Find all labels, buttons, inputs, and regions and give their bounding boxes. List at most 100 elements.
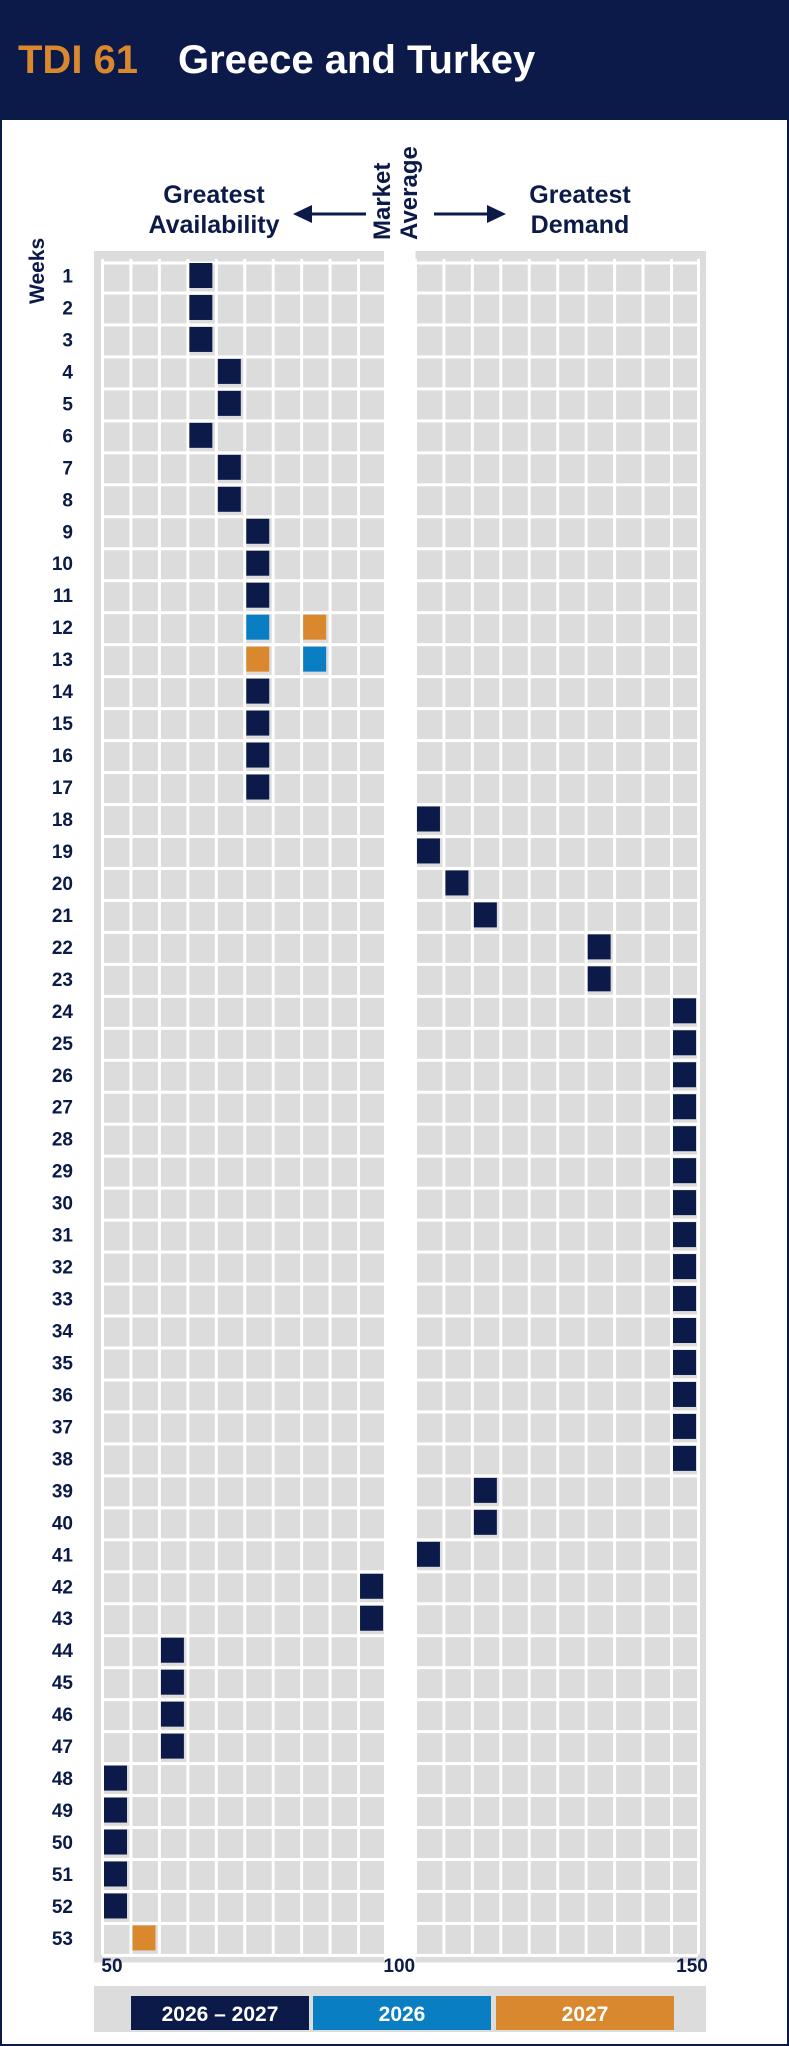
legend-label: 2026 – 2027 bbox=[162, 2003, 279, 2026]
grid-line-v bbox=[697, 259, 700, 1955]
week-label: 43 bbox=[52, 1609, 73, 1630]
legend-swatch bbox=[313, 1996, 491, 2030]
grid-line-h bbox=[102, 643, 698, 647]
grid-line-h bbox=[102, 1410, 698, 1414]
week-label: 52 bbox=[52, 1897, 73, 1918]
week-label: 22 bbox=[52, 938, 73, 959]
week-label: 32 bbox=[52, 1258, 73, 1279]
grid-line-v bbox=[328, 259, 332, 1955]
data-cell bbox=[246, 550, 270, 576]
data-cell bbox=[473, 902, 497, 928]
grid-line-h bbox=[102, 930, 698, 934]
grid-line-h bbox=[102, 1794, 698, 1798]
grid-line-v bbox=[357, 259, 361, 1955]
grid-line-h bbox=[102, 1058, 698, 1062]
week-label: 31 bbox=[52, 1226, 74, 1247]
data-cell bbox=[673, 1318, 696, 1344]
data-cell bbox=[246, 518, 270, 544]
week-label: 20 bbox=[52, 874, 73, 895]
grid-line-h bbox=[102, 994, 698, 998]
data-cell bbox=[445, 870, 469, 896]
week-label: 50 bbox=[52, 1833, 73, 1854]
week-label: 24 bbox=[52, 1002, 74, 1023]
week-label: 34 bbox=[52, 1322, 74, 1343]
week-label: 25 bbox=[52, 1034, 74, 1055]
week-label: 40 bbox=[52, 1513, 73, 1534]
week-label: 10 bbox=[52, 554, 73, 575]
grid-line-v bbox=[243, 259, 247, 1955]
data-cell bbox=[416, 806, 440, 832]
grid-line-h bbox=[102, 803, 698, 807]
center-label-line1: Market bbox=[369, 163, 396, 240]
data-cell bbox=[160, 1637, 184, 1663]
legend-label: 2026 bbox=[379, 2003, 426, 2026]
data-cell bbox=[673, 1381, 696, 1407]
week-label: 26 bbox=[52, 1066, 73, 1087]
grid-line-h bbox=[102, 1122, 698, 1126]
chart-frame bbox=[0, 120, 789, 2046]
week-label: 19 bbox=[52, 842, 73, 863]
y-axis-title: Weeks bbox=[26, 238, 49, 304]
grid-line-h bbox=[102, 962, 698, 966]
grid-line-v bbox=[101, 259, 104, 1955]
grid-line-h bbox=[102, 291, 698, 295]
week-label: 37 bbox=[52, 1417, 73, 1438]
market-average-column bbox=[384, 251, 416, 1963]
week-label: 2 bbox=[62, 298, 73, 319]
data-cell bbox=[673, 1030, 696, 1056]
week-label: 53 bbox=[52, 1929, 73, 1950]
grid-line-h bbox=[102, 1730, 698, 1734]
data-cell bbox=[673, 1126, 696, 1152]
grid-line-h bbox=[102, 483, 698, 487]
data-cell bbox=[104, 1861, 127, 1887]
week-label: 23 bbox=[52, 970, 73, 991]
data-cell bbox=[303, 646, 327, 672]
grid-line-h bbox=[102, 1442, 698, 1446]
page-title: Greece and Turkey bbox=[178, 38, 536, 82]
grid-line-h bbox=[102, 323, 698, 327]
grid-line-h bbox=[102, 1186, 698, 1190]
week-label: 7 bbox=[62, 458, 73, 479]
grid-line-h bbox=[102, 1698, 698, 1702]
data-cell bbox=[217, 486, 241, 512]
x-tick-label: 100 bbox=[383, 1956, 415, 1977]
data-cell bbox=[246, 614, 270, 640]
data-cell bbox=[246, 582, 270, 608]
header-bar: TDI 61 Greece and Turkey bbox=[0, 0, 789, 120]
data-cell bbox=[104, 1765, 127, 1791]
grid-line-h bbox=[102, 1538, 698, 1542]
week-label: 8 bbox=[62, 490, 73, 511]
week-label: 28 bbox=[52, 1130, 73, 1151]
week-label: 46 bbox=[52, 1705, 73, 1726]
grid-line-h bbox=[102, 579, 698, 583]
grid-line-v bbox=[556, 259, 560, 1955]
grid-line-h bbox=[102, 1474, 698, 1478]
data-cell bbox=[132, 1925, 156, 1951]
grid-line-v bbox=[129, 259, 133, 1955]
grid-line-h bbox=[102, 707, 698, 711]
grid-line-h bbox=[102, 451, 698, 455]
week-label: 5 bbox=[62, 394, 73, 415]
week-label: 48 bbox=[52, 1769, 73, 1790]
data-cell bbox=[673, 1094, 696, 1120]
grid-line-h bbox=[102, 611, 698, 615]
week-label: 35 bbox=[52, 1353, 74, 1374]
grid-line-h bbox=[102, 1889, 698, 1893]
data-cell bbox=[246, 646, 270, 672]
data-cell bbox=[360, 1573, 384, 1599]
grid-line-v bbox=[300, 259, 304, 1955]
data-cell bbox=[673, 1062, 696, 1088]
left-arrow-head bbox=[293, 205, 312, 223]
data-cell bbox=[189, 326, 213, 352]
grid-line-v bbox=[584, 259, 588, 1955]
grid-line-v bbox=[214, 259, 218, 1955]
data-cell bbox=[473, 1477, 497, 1503]
data-cell bbox=[673, 1413, 696, 1439]
data-cell bbox=[104, 1797, 127, 1823]
legend-label: 2027 bbox=[562, 2003, 609, 2026]
grid-line-h bbox=[102, 1026, 698, 1030]
left-label-line1: Greatest bbox=[163, 181, 265, 209]
grid-line-h bbox=[102, 1090, 698, 1094]
grid-line-v bbox=[499, 259, 503, 1955]
